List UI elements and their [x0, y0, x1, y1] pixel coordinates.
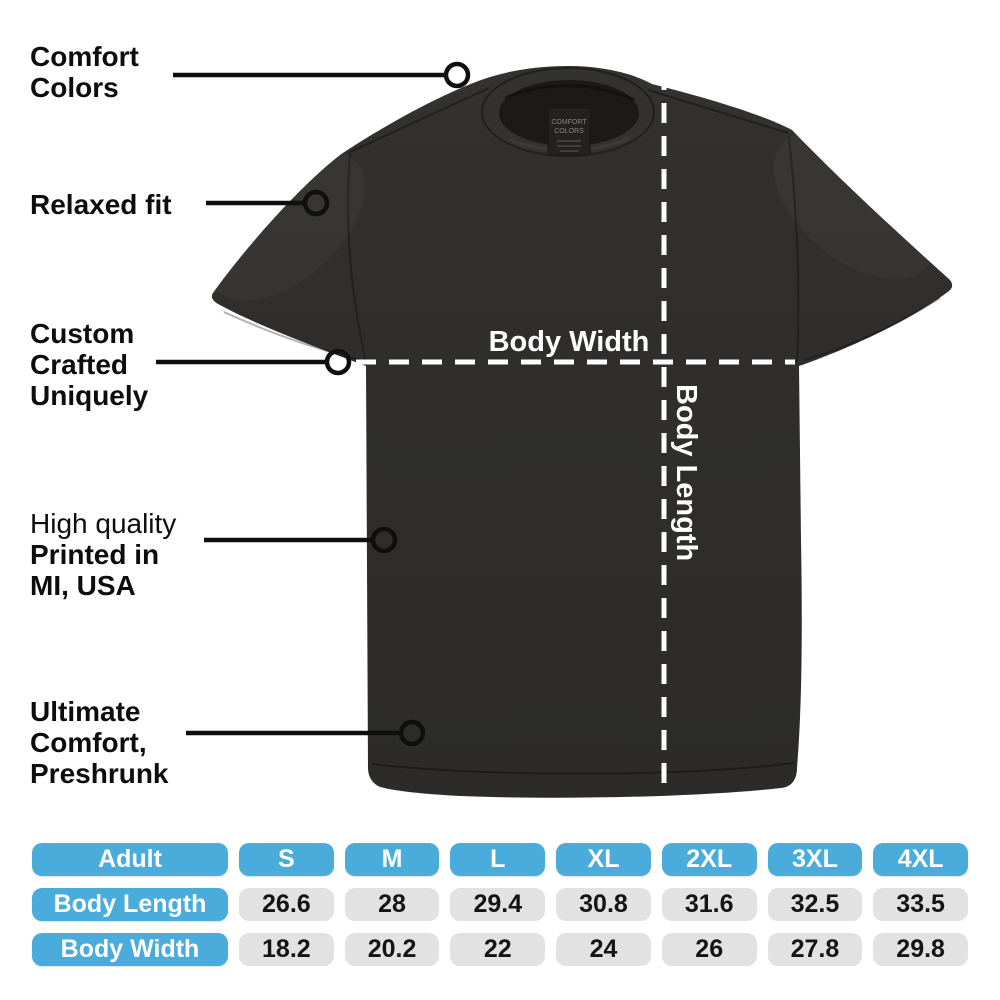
body-length-value-xl: 30.8	[556, 888, 651, 921]
body-width-value-m: 20.2	[344, 933, 440, 966]
bottom-hem-stitch	[371, 762, 795, 775]
callout-line: Printed in	[30, 539, 160, 570]
callout-dot-relaxed-fit	[302, 189, 330, 217]
size-header-m: M	[344, 843, 440, 876]
callout-custom-crafted: Custom Crafted Uniquely	[30, 318, 148, 411]
row-label-body-width: Body Width	[32, 933, 228, 966]
callout-comfort-colors: Comfort Colors	[30, 41, 139, 103]
callout-relaxed-fit: Relaxed fit	[30, 189, 172, 220]
size-header-adult: Adult	[32, 843, 228, 876]
body-length-label: Body Length	[670, 384, 702, 562]
body-width-label: Body Width	[488, 326, 650, 358]
body-length-value-s: 26.6	[239, 888, 334, 921]
neck-tag-text-line2: COLORS	[554, 128, 584, 135]
row-label-body-length: Body Length	[32, 888, 228, 921]
size-header-3xl: 3XL	[767, 843, 863, 876]
left-shoulder-seam	[347, 87, 490, 154]
body-width-value-4xl: 29.8	[873, 933, 968, 966]
size-header-4xl: 4XL	[873, 843, 968, 876]
callout-line: MI, USA	[30, 570, 136, 601]
collar-inner-shadow	[504, 84, 636, 102]
callout-line: Relaxed fit	[30, 189, 172, 220]
right-sleeve-hem-stitch	[803, 297, 941, 361]
callout-dot-comfort-colors	[443, 61, 471, 89]
callout-line: Uniquely	[30, 380, 149, 411]
callout-line-ultimate	[186, 719, 426, 747]
callout-line: Preshrunk	[30, 758, 169, 789]
callout-line-comfort-colors	[173, 61, 471, 89]
callout-line: Ultimate	[30, 696, 141, 727]
right-shoulder-seam	[647, 89, 789, 134]
body-length-value-m: 28	[344, 888, 440, 921]
callout-dot-custom-crafted	[324, 348, 352, 376]
size-header-s: S	[239, 843, 334, 876]
right-sleeve-seam	[788, 135, 800, 363]
callout-line: High quality	[30, 508, 177, 539]
body-width-value-2xl: 26	[661, 933, 757, 966]
callout-line: Colors	[30, 72, 119, 103]
tshirt-diagram: COMFORT COLORS	[156, 61, 953, 798]
left-sleeve-seam	[347, 153, 367, 363]
body-length-value-2xl: 31.6	[661, 888, 757, 921]
size-header-xl: XL	[556, 843, 651, 876]
body-width-value-xl: 24	[556, 933, 651, 966]
body-length-value-l: 29.4	[450, 888, 546, 921]
callout-line: Comfort	[30, 41, 139, 72]
body-width-value-s: 18.2	[239, 933, 334, 966]
size-header-2xl: 2XL	[661, 843, 757, 876]
callout-line: Custom	[30, 318, 135, 349]
body-length-value-3xl: 32.5	[767, 888, 863, 921]
callout-printed-in-mi-usa: High quality Printed in MI, USA	[30, 508, 176, 601]
callout-line-printed	[204, 526, 398, 554]
callout-line: Comfort,	[30, 727, 147, 758]
body-length-value-4xl: 33.5	[873, 888, 968, 921]
callout-line-custom-crafted	[156, 348, 352, 376]
body-width-value-3xl: 27.8	[767, 933, 863, 966]
size-header-l: L	[450, 843, 546, 876]
neck-tag	[547, 107, 591, 156]
callout-line-relaxed-fit	[206, 189, 330, 217]
callout-dot-ultimate	[398, 719, 426, 747]
size-chart-table: Adult S M L XL 2XL 3XL 4XL Body Length 2…	[32, 843, 968, 966]
callout-dot-printed	[370, 526, 398, 554]
callout-line: Crafted	[30, 349, 129, 380]
tshirt-body	[211, 66, 953, 798]
neck-tag-text-line1: COMFORT	[551, 119, 587, 126]
body-width-value-l: 22	[450, 933, 546, 966]
callout-ultimate-comfort: Ultimate Comfort, Preshrunk	[30, 696, 169, 789]
